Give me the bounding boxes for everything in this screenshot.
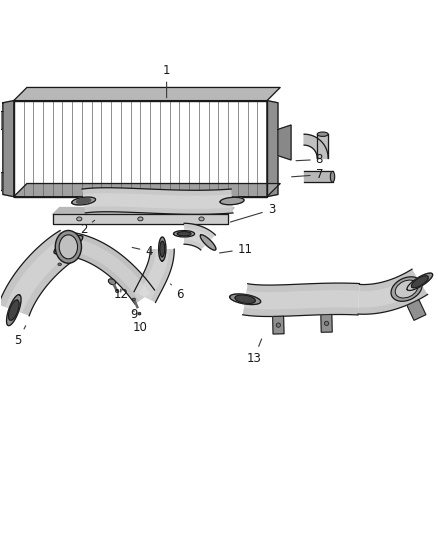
- Ellipse shape: [58, 263, 61, 265]
- Polygon shape: [5, 237, 73, 313]
- Ellipse shape: [138, 217, 143, 221]
- Text: 3: 3: [230, 203, 275, 222]
- Polygon shape: [7, 295, 21, 326]
- Text: 10: 10: [133, 321, 148, 334]
- Polygon shape: [321, 314, 332, 332]
- Polygon shape: [160, 241, 165, 257]
- Ellipse shape: [395, 280, 418, 298]
- Polygon shape: [184, 228, 212, 247]
- Polygon shape: [82, 188, 233, 214]
- Polygon shape: [304, 171, 330, 182]
- Ellipse shape: [138, 312, 141, 315]
- Polygon shape: [243, 283, 360, 317]
- Polygon shape: [304, 134, 328, 158]
- Polygon shape: [72, 197, 95, 205]
- Polygon shape: [177, 232, 191, 236]
- Polygon shape: [184, 223, 215, 250]
- Polygon shape: [71, 233, 155, 304]
- Polygon shape: [83, 193, 233, 209]
- Polygon shape: [14, 183, 280, 197]
- Polygon shape: [71, 238, 150, 301]
- Polygon shape: [220, 197, 244, 205]
- Ellipse shape: [276, 323, 280, 327]
- Polygon shape: [139, 249, 169, 300]
- Polygon shape: [267, 101, 278, 197]
- Polygon shape: [14, 87, 280, 101]
- Polygon shape: [134, 249, 174, 302]
- Text: 12: 12: [113, 288, 128, 301]
- Ellipse shape: [55, 230, 81, 263]
- Text: 13: 13: [247, 339, 261, 365]
- Ellipse shape: [325, 321, 328, 326]
- Ellipse shape: [391, 277, 422, 301]
- Ellipse shape: [317, 132, 328, 136]
- Ellipse shape: [77, 217, 82, 221]
- Polygon shape: [159, 237, 166, 261]
- Polygon shape: [3, 101, 14, 197]
- Ellipse shape: [330, 171, 335, 182]
- Ellipse shape: [116, 290, 119, 293]
- Text: 8: 8: [296, 153, 323, 166]
- Polygon shape: [317, 134, 328, 158]
- Polygon shape: [173, 231, 194, 237]
- Polygon shape: [53, 207, 234, 214]
- Polygon shape: [0, 111, 3, 131]
- Polygon shape: [278, 125, 291, 160]
- Polygon shape: [407, 300, 426, 320]
- Text: 6: 6: [170, 284, 184, 301]
- Text: 5: 5: [14, 326, 26, 347]
- Polygon shape: [200, 235, 216, 250]
- Text: 11: 11: [219, 243, 253, 255]
- Polygon shape: [230, 294, 261, 304]
- Polygon shape: [77, 198, 91, 204]
- Ellipse shape: [199, 217, 204, 221]
- Polygon shape: [54, 236, 83, 254]
- Ellipse shape: [108, 279, 116, 285]
- Polygon shape: [0, 173, 3, 192]
- Polygon shape: [273, 316, 284, 334]
- Polygon shape: [8, 300, 19, 320]
- Text: 4: 4: [132, 245, 153, 258]
- Polygon shape: [0, 230, 77, 316]
- Text: 2: 2: [80, 220, 95, 236]
- Polygon shape: [235, 295, 255, 303]
- Polygon shape: [53, 214, 228, 224]
- Polygon shape: [244, 290, 359, 310]
- Polygon shape: [407, 273, 433, 290]
- Polygon shape: [358, 275, 424, 308]
- Text: 7: 7: [292, 168, 323, 181]
- Polygon shape: [411, 276, 428, 288]
- Polygon shape: [358, 269, 427, 314]
- Text: 1: 1: [163, 63, 170, 98]
- Ellipse shape: [132, 298, 135, 300]
- Bar: [14, 101, 267, 197]
- Text: 9: 9: [130, 308, 138, 321]
- Ellipse shape: [59, 235, 78, 259]
